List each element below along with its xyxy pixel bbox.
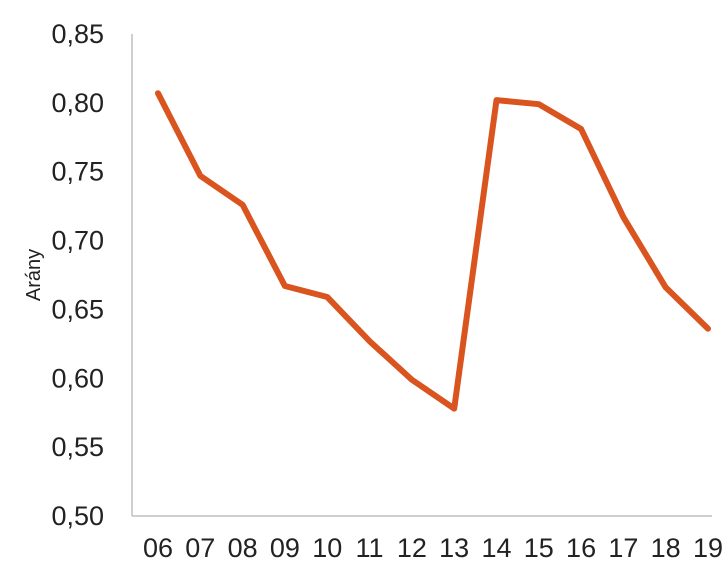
x-tick-label: 19	[693, 533, 723, 563]
y-tick-labels: 0,50 0,55 0,60 0,65 0,70 0,75 0,80 0,85	[51, 19, 104, 531]
x-tick-label: 13	[439, 533, 469, 563]
x-tick-label: 18	[651, 533, 681, 563]
y-tick-label: 0,65	[51, 294, 104, 324]
y-tick-label: 0,80	[51, 88, 104, 118]
x-tick-label: 14	[481, 533, 511, 563]
x-tick-label: 06	[143, 533, 173, 563]
x-tick-label: 17	[608, 533, 638, 563]
x-tick-label: 07	[185, 533, 215, 563]
x-tick-labels: 06 07 08 09 10 11 12 13 14 15 16 17 18 19	[143, 533, 723, 563]
x-tick-label: 16	[566, 533, 596, 563]
y-tick-label: 0,85	[51, 19, 104, 49]
x-tick-label: 11	[356, 533, 384, 563]
series-line	[155, 90, 711, 412]
y-tick-label: 0,70	[51, 226, 104, 256]
y-tick-label: 0,75	[51, 157, 104, 187]
x-tick-label: 09	[270, 533, 300, 563]
x-tick-label: 15	[524, 533, 554, 563]
y-tick-label: 0,50	[51, 501, 104, 531]
x-tick-label: 08	[228, 533, 258, 563]
y-axis-title: Arány	[23, 249, 45, 301]
series-group	[155, 90, 711, 412]
y-tick-label: 0,60	[51, 363, 104, 393]
x-tick-label: 12	[397, 533, 427, 563]
y-tick-label: 0,55	[51, 432, 104, 462]
x-tick-label: 10	[312, 533, 342, 563]
